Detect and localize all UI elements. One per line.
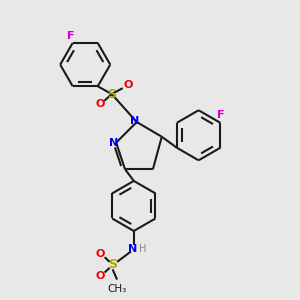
Text: S: S bbox=[107, 88, 116, 100]
Text: S: S bbox=[108, 258, 117, 271]
Text: F: F bbox=[68, 31, 75, 40]
Text: O: O bbox=[96, 271, 105, 281]
Text: N: N bbox=[130, 116, 139, 126]
Text: O: O bbox=[123, 80, 133, 90]
Text: H: H bbox=[139, 244, 146, 254]
Text: O: O bbox=[95, 99, 105, 110]
Text: F: F bbox=[217, 110, 224, 120]
Text: CH₃: CH₃ bbox=[107, 284, 127, 294]
Text: O: O bbox=[96, 249, 105, 259]
Text: N: N bbox=[128, 244, 137, 254]
Text: N: N bbox=[109, 138, 119, 148]
